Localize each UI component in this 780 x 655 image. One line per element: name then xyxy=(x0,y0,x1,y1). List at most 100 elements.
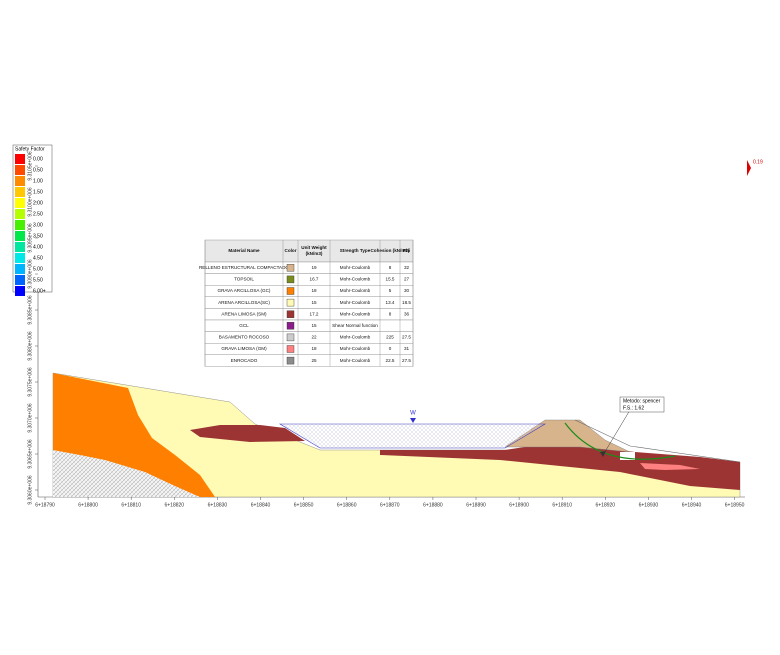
table-cell: Mohr-Coulomb xyxy=(340,311,371,316)
table-cell: Mohr-Coulomb xyxy=(340,300,371,305)
marker xyxy=(747,160,751,176)
material-swatch xyxy=(286,322,295,330)
legend-label: 3.50 xyxy=(33,233,43,239)
legend-label: 4.00 xyxy=(33,244,43,250)
table-cell: GRAVA ARCILLOSA (GC) xyxy=(218,288,271,293)
legend-swatch xyxy=(15,154,25,164)
legend-swatch xyxy=(15,242,25,252)
legend-label: 5.00 xyxy=(33,266,43,272)
legend-swatch xyxy=(15,165,25,175)
y-tick-label: 9.3105e+006 xyxy=(27,151,33,181)
table-cell: Mohr-Coulomb xyxy=(340,288,371,293)
legend-label: 5.50 xyxy=(33,277,43,283)
table-cell: Mohr-Coulomb xyxy=(340,346,371,351)
materials-table: Material Name Color Unit Weight (kN/m3) Stre… xyxy=(199,239,414,367)
legend-swatch xyxy=(15,286,25,296)
material-swatch xyxy=(286,298,295,307)
x-tick-label: 6+18870 xyxy=(380,502,400,508)
x-tick-label: 6+18950 xyxy=(725,502,745,508)
header-line: Unit Weight xyxy=(301,245,327,250)
table-header: Phi xyxy=(403,248,410,253)
legend: 0.00 0.50 1.00 1.50 2.00 2.50 3.00 3.50 4.00 4.50… xyxy=(15,154,46,296)
x-tick-label: 6+18860 xyxy=(337,502,357,508)
table-cell: 0 xyxy=(389,346,392,351)
table-cell: 27.5 xyxy=(402,335,411,340)
y-tick-label: 9.3060e+006 xyxy=(27,475,33,505)
y-tick-label: 9.3090e+006 xyxy=(27,259,33,289)
material-swatch xyxy=(286,333,295,342)
legend-label: 1.00 xyxy=(33,178,43,184)
table-header: Cohesion (kN/m2) xyxy=(370,248,410,253)
table-cell: 22 xyxy=(311,335,317,340)
x-tick-label: 6+18930 xyxy=(639,502,659,508)
table-cell: 8 xyxy=(389,311,392,316)
y-tick-label: 9.3080e+006 xyxy=(27,331,33,361)
y-tick-label: 9.3070e+006 xyxy=(27,403,33,433)
table-cell: 30 xyxy=(404,288,410,293)
table-cell: GCL xyxy=(239,323,249,328)
legend-label: 0.00 xyxy=(33,156,43,162)
material-swatch xyxy=(286,275,295,284)
table-cell: 13.4 xyxy=(386,300,395,305)
table-cell: 25 xyxy=(311,358,317,363)
x-tick-label: 6+18850 xyxy=(294,502,314,508)
y-tick-label: 9.3085e+006 xyxy=(27,295,33,325)
y-tick-label: 9.3065e+006 xyxy=(27,439,33,469)
table-cell: 225 xyxy=(386,335,394,340)
material-swatch xyxy=(286,310,295,318)
table-cell: 5 xyxy=(389,288,392,293)
table-cell: 15 xyxy=(311,300,317,305)
legend-label: 0.50 xyxy=(33,167,43,173)
x-tick-label: 6+18920 xyxy=(595,502,615,508)
material-swatch xyxy=(286,345,295,353)
water-label: W xyxy=(410,411,416,417)
table-cell: 22.5 xyxy=(386,358,395,363)
table-cell: BASAMENTO ROCOSO xyxy=(219,335,270,340)
material-swatch xyxy=(286,287,295,295)
legend-label: 6.00+ xyxy=(33,288,46,294)
x-tick-label: 6+18890 xyxy=(466,502,486,508)
table-cell: Mohr-Coulomb xyxy=(340,335,371,340)
table-cell: 31 xyxy=(404,346,410,351)
table-row xyxy=(204,319,414,332)
legend-label: 2.50 xyxy=(33,211,43,217)
legend-swatch xyxy=(15,264,25,274)
y-tick-label: 9.3095e+006 xyxy=(27,223,33,253)
x-tick-label: 6+18820 xyxy=(164,502,184,508)
legend-swatch xyxy=(15,253,25,263)
x-tick-label: 6+18900 xyxy=(509,502,529,508)
x-tick-label: 6+18880 xyxy=(423,502,443,508)
x-tick-label: 6+18790 xyxy=(35,502,55,508)
legend-swatch xyxy=(15,231,25,241)
fs-box xyxy=(619,396,665,413)
method-label: Metodo: spencer xyxy=(623,398,661,404)
x-tick-label: 6+18830 xyxy=(208,502,228,508)
legend-swatch xyxy=(15,220,25,230)
x-tick-label: 6+18800 xyxy=(78,502,98,508)
table-cell: RELLENO ESTRUCTURAL COMPACTADO xyxy=(199,265,289,270)
legend-swatch xyxy=(15,176,25,186)
material-swatch xyxy=(286,264,295,272)
header-line: (kN/m3) xyxy=(306,251,323,256)
table-cell: 18 xyxy=(311,346,317,351)
table-cell: Mohr-Coulomb xyxy=(340,265,371,270)
marker-label: 0.19 xyxy=(753,159,763,165)
table-cell: 8 xyxy=(389,265,392,270)
table-header: Material Name xyxy=(228,248,260,253)
legend-title: Safety Factor xyxy=(15,146,45,152)
table-cell: 16.7 xyxy=(310,277,319,282)
table-cell: 27.5 xyxy=(402,358,411,363)
legend-swatch xyxy=(15,209,25,219)
legend-label: 3.00 xyxy=(33,222,43,228)
table-cell: ARENA ARCILLOSA(SC) xyxy=(218,300,270,305)
legend-label: 1.50 xyxy=(33,189,43,195)
table-header: Unit Weight (kN/m3) xyxy=(301,245,327,256)
table-cell: Mohr-Coulomb xyxy=(340,277,371,282)
table-header: Strength Type xyxy=(340,248,371,253)
table-cell: 36 xyxy=(404,311,410,316)
table-cell: 15 xyxy=(311,323,317,328)
x-tick-label: 6+18910 xyxy=(552,502,572,508)
table-cell: 15.5 xyxy=(386,277,395,282)
table-cell: 27 xyxy=(404,277,410,282)
table-cell: GRAVA LIMOSA (GM) xyxy=(221,346,267,351)
